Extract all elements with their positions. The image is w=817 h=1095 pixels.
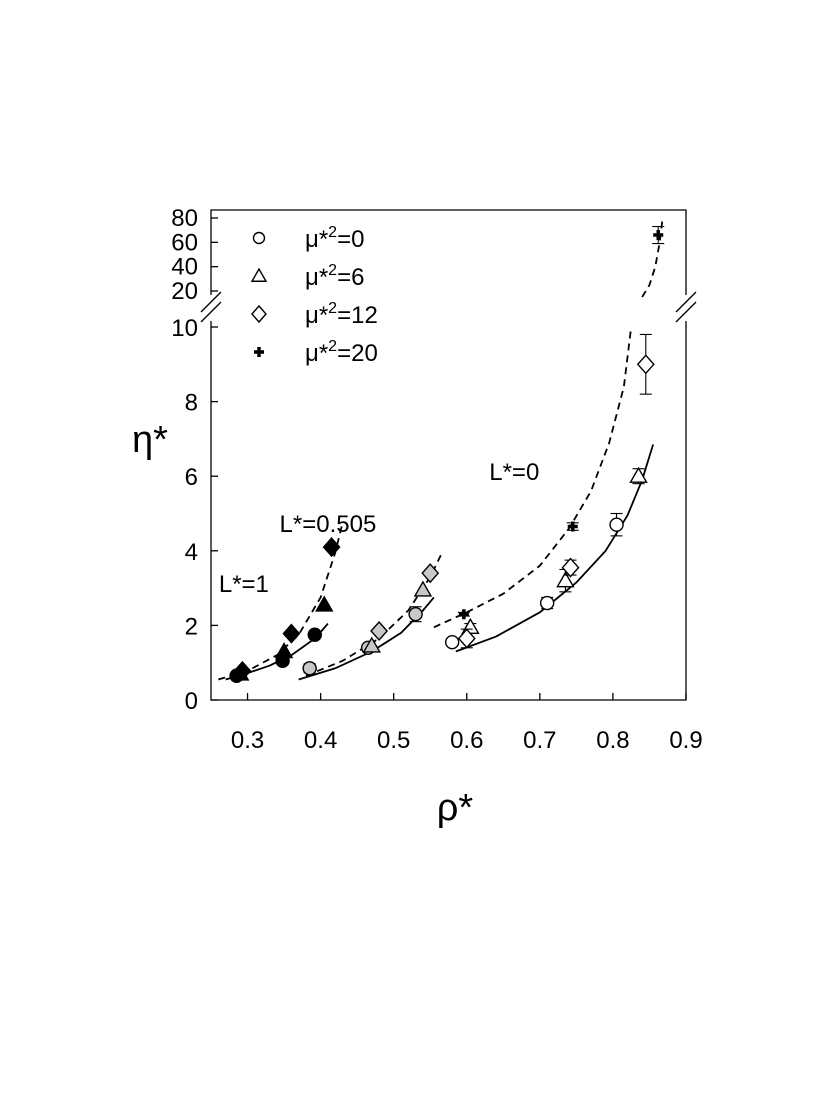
fit-curve-dashed (305, 554, 443, 677)
y-tick-label: 10 (171, 315, 198, 342)
x-tick-label: 0.3 (231, 727, 264, 754)
data-point-triangle (274, 642, 294, 659)
data-point-circle (539, 595, 555, 611)
axis-break-mark-left (200, 301, 222, 323)
legend-label: μ*2=0 (305, 224, 364, 253)
data-point-diamond (457, 628, 476, 649)
y-tick-label: 60 (171, 229, 198, 256)
data-point-diamond (421, 563, 440, 584)
legend-marker-plus (254, 347, 264, 357)
y-tick-label: 2 (185, 613, 198, 640)
plot-frame-upper (210, 209, 687, 295)
curve-annotation: L*=1 (219, 571, 269, 598)
data-point-diamond (636, 354, 655, 375)
y-tick-label: 6 (185, 464, 198, 491)
y-axis-title: η* (132, 419, 168, 461)
data-point-triangle (556, 571, 575, 588)
y-tick-label: 80 (171, 205, 198, 232)
data-point-triangle (413, 580, 433, 597)
legend: μ*2=0 μ*2=6 μ*2=12 μ*2=20 (250, 224, 378, 367)
x-tick-label: 0.7 (523, 727, 556, 754)
fit-curve-solid (298, 596, 435, 681)
x-tick-label: 0.9 (669, 727, 702, 754)
data-point-circle (609, 517, 624, 532)
data-point-diamond (282, 623, 301, 644)
y-tick-label: 4 (185, 539, 198, 566)
plot-frame-lower (210, 321, 687, 701)
data-point-diamond (370, 620, 389, 642)
data-point-circle (408, 607, 423, 622)
x-axis-title: ρ* (437, 787, 474, 829)
data-point-triangle (629, 466, 648, 483)
legend-marker-triangle (250, 267, 268, 282)
data-point-diamond (322, 537, 341, 558)
y-tick-label: 20 (171, 278, 198, 305)
legend-marker-diamond (251, 304, 267, 324)
data-point-plus (458, 609, 469, 620)
data-points-group (229, 225, 665, 683)
curve-annotation: L*=0.505 (280, 511, 377, 538)
y-tick-label: 0 (185, 688, 198, 715)
axis-break-mark-right (675, 301, 697, 323)
x-tick-label: 0.6 (450, 727, 483, 754)
legend-label: μ*2=20 (305, 338, 378, 367)
fit-curves-group (218, 217, 664, 681)
axis-break-mark-left (200, 291, 222, 313)
x-tick-label: 0.4 (304, 727, 337, 754)
legend-label: μ*2=6 (305, 262, 364, 291)
y-tick-label: 40 (171, 254, 198, 281)
fit-curve-dashed (433, 326, 633, 629)
x-tick-label: 0.8 (596, 727, 629, 754)
legend-label: μ*2=12 (305, 300, 378, 329)
data-point-plus (567, 521, 578, 532)
data-point-circle (444, 634, 460, 650)
data-point-triangle (315, 595, 334, 612)
data-point-diamond (561, 557, 580, 578)
y-tick-label: 8 (185, 390, 198, 417)
annotations-group: L*=1 L*=0.505 L*=0 (219, 459, 539, 598)
data-point-plus (653, 230, 664, 241)
data-point-circle (302, 661, 317, 676)
data-point-triangle (362, 636, 381, 653)
fit-curve-dashed (641, 217, 664, 298)
x-tick-label: 0.5 (377, 727, 410, 754)
data-point-circle (307, 627, 322, 642)
curve-annotation: L*=0 (489, 459, 539, 486)
axis-break-mark-right (675, 291, 697, 313)
data-point-diamond (233, 660, 252, 681)
legend-marker-circle (252, 231, 266, 245)
